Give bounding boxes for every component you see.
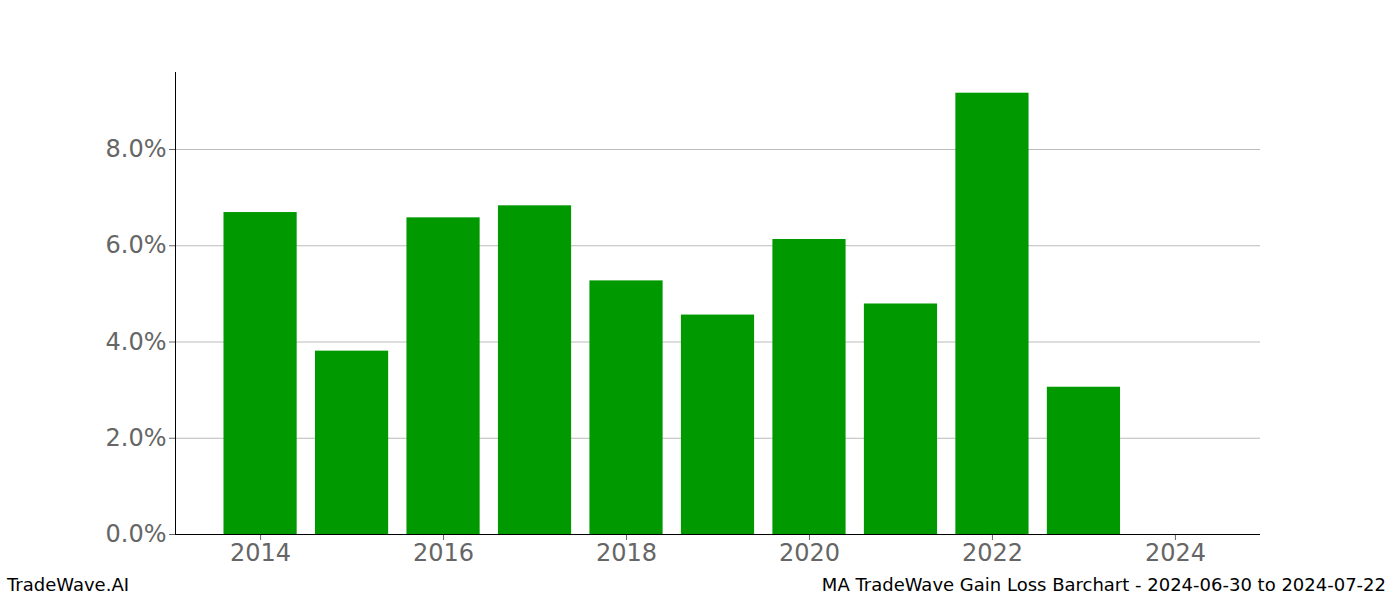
svg-text:0.0%: 0.0% (106, 520, 167, 548)
svg-text:2022: 2022 (962, 539, 1023, 567)
svg-text:2018: 2018 (596, 539, 657, 567)
svg-text:4.0%: 4.0% (106, 328, 167, 356)
svg-text:2020: 2020 (779, 539, 840, 567)
svg-text:2.0%: 2.0% (106, 424, 167, 452)
html-text:TradeWave.AI: TradeWave.AI (7, 574, 129, 595)
svg-text:2024: 2024 (1145, 539, 1206, 567)
svg-text:2014: 2014 (230, 539, 291, 567)
svg-text:8.0%: 8.0% (106, 135, 167, 163)
html-text:MA TradeWave Gain Loss Barchar: MA TradeWave Gain Loss Barchart - 2024-0… (821, 574, 1386, 595)
svg-text:6.0%: 6.0% (106, 231, 167, 259)
svg-text:2016: 2016 (413, 539, 474, 567)
